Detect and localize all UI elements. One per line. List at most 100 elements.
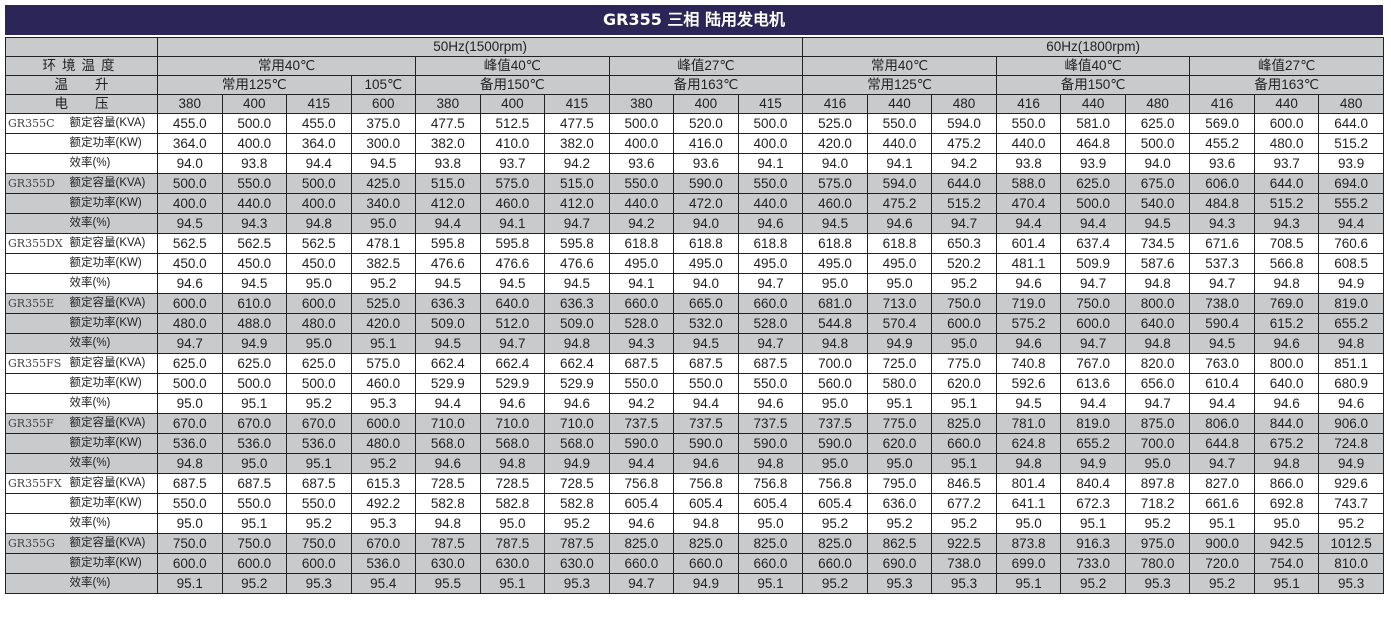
value-cell: 550.0	[157, 493, 223, 514]
value-cell: 95.3	[1318, 573, 1384, 594]
value-cell: 718.2	[1124, 493, 1191, 514]
table-row: 额定功率(KW) 500.0 500.0 500.0 460.0 529.9 529.9 52…	[5, 373, 1384, 394]
header-row-ambient: 环境温度 常用40℃ 峰值40℃ 峰值27℃ 常用40℃ 峰值40℃ 峰值27℃	[5, 56, 1384, 76]
value-cell: 672.3	[1060, 493, 1126, 514]
value-cell: 800.0	[1124, 293, 1191, 314]
value-cell: 95.4	[350, 573, 417, 594]
value-cell: 737.5	[802, 413, 868, 434]
value-cell: 94.8	[157, 453, 223, 474]
voltage-cell: 416	[1189, 94, 1255, 114]
value-cell: 605.4	[608, 493, 675, 514]
value-cell: 93.6	[608, 153, 675, 174]
value-cell: 95.1	[479, 573, 546, 594]
row-label: 效率(%)	[65, 573, 158, 594]
value-cell: 500.0	[221, 113, 288, 134]
value-cell: 94.8	[802, 333, 868, 354]
value-cell: 787.5	[479, 533, 546, 554]
value-cell: 625.0	[157, 353, 223, 374]
value-cell: 94.7	[1060, 273, 1126, 294]
value-cell: 520.2	[931, 253, 997, 274]
value-cell: 480.0	[1253, 133, 1320, 154]
value-cell: 475.2	[931, 133, 997, 154]
value-cell: 512.0	[479, 313, 546, 334]
value-cell: 568.0	[544, 433, 610, 454]
value-cell: 536.0	[221, 433, 288, 454]
value-cell: 500.0	[286, 373, 352, 394]
value-cell: 670.0	[350, 533, 417, 554]
row-label: 效率(%)	[65, 453, 158, 474]
value-cell: 618.8	[673, 233, 739, 254]
value-cell: 825.0	[608, 533, 675, 554]
value-cell: 94.7	[1189, 273, 1255, 294]
voltage-cell: 415	[286, 94, 352, 114]
value-cell: 95.2	[931, 273, 997, 294]
value-cell: 94.4	[1060, 213, 1126, 234]
value-cell: 472.0	[673, 193, 739, 214]
value-cell: 532.0	[673, 313, 739, 334]
value-cell: 590.0	[802, 433, 868, 454]
value-cell: 94.8	[1124, 333, 1191, 354]
value-cell: 550.0	[221, 173, 288, 194]
rise-cell: 备用150℃	[415, 75, 610, 95]
value-cell: 566.8	[1253, 253, 1320, 274]
table-row: GR355F 额定容量(KVA) 670.0 670.0 670.0 600.0 710.0…	[5, 413, 1384, 434]
value-cell: 450.0	[157, 253, 223, 274]
row-label: 效率(%)	[65, 153, 158, 174]
header-row-voltage: 电 压 380 400 415 600 380 400 415 380 400 415 416 440…	[5, 94, 1384, 114]
value-cell: 750.0	[221, 533, 288, 554]
value-cell: 767.0	[1060, 353, 1126, 374]
value-cell: 480.0	[350, 433, 417, 454]
value-cell: 733.0	[1060, 553, 1126, 574]
value-cell: 95.0	[931, 333, 997, 354]
value-cell: 95.1	[221, 513, 288, 534]
value-cell: 94.5	[673, 333, 739, 354]
value-cell: 400.0	[157, 193, 223, 214]
value-cell: 754.0	[1253, 553, 1320, 574]
value-cell: 600.0	[286, 293, 352, 314]
value-cell: 94.2	[931, 153, 997, 174]
value-cell: 825.0	[931, 413, 997, 434]
value-cell: 775.0	[866, 413, 933, 434]
value-cell: 440.0	[608, 193, 675, 214]
value-cell: 590.4	[1189, 313, 1255, 334]
value-cell: 95.0	[479, 513, 546, 534]
value-cell: 94.8	[1253, 273, 1320, 294]
table-row: 效率(%) 95.0 95.1 95.2 95.3 94.4 94.6 94.6 94.2 94.…	[5, 393, 1384, 414]
value-cell: 93.9	[1060, 153, 1126, 174]
value-cell: 94.6	[737, 213, 804, 234]
value-cell: 610.4	[1189, 373, 1255, 394]
value-cell: 743.7	[1318, 493, 1384, 514]
value-cell: 575.0	[479, 173, 546, 194]
voltage-cell: 400	[479, 94, 546, 114]
value-cell: 94.9	[221, 333, 288, 354]
value-cell: 615.3	[350, 473, 417, 494]
table-row: 额定功率(KW) 364.0 400.0 364.0 300.0 382.0 410.0 38…	[5, 133, 1384, 154]
table-row: 额定功率(KW) 550.0 550.0 550.0 492.2 582.8 582.8 58…	[5, 493, 1384, 514]
value-cell: 575.2	[995, 313, 1062, 334]
rise-cell: 常用125℃	[157, 75, 352, 95]
table-row: 额定功率(KW) 450.0 450.0 450.0 382.5 476.6 476.6 47…	[5, 253, 1384, 274]
row-label: 效率(%)	[65, 273, 158, 294]
value-cell: 450.0	[286, 253, 352, 274]
value-cell: 495.0	[802, 253, 868, 274]
value-cell: 687.5	[286, 473, 352, 494]
value-cell: 94.7	[608, 573, 675, 594]
value-cell: 492.2	[350, 493, 417, 514]
model-name	[5, 373, 66, 394]
value-cell: 95.3	[866, 573, 933, 594]
value-cell: 93.6	[1189, 153, 1255, 174]
value-cell: 500.0	[737, 113, 804, 134]
value-cell: 94.4	[286, 153, 352, 174]
value-cell: 495.0	[737, 253, 804, 274]
model-name	[5, 273, 66, 294]
value-cell: 500.0	[1060, 193, 1126, 214]
voltage-cell: 415	[544, 94, 610, 114]
model-name	[5, 193, 66, 214]
value-cell: 636.3	[415, 293, 481, 314]
value-cell: 916.3	[1060, 533, 1126, 554]
value-cell: 364.0	[286, 133, 352, 154]
value-cell: 500.0	[1124, 133, 1191, 154]
value-cell: 95.2	[1189, 573, 1255, 594]
model-name: GR355D	[5, 173, 66, 194]
model-name	[5, 493, 66, 514]
